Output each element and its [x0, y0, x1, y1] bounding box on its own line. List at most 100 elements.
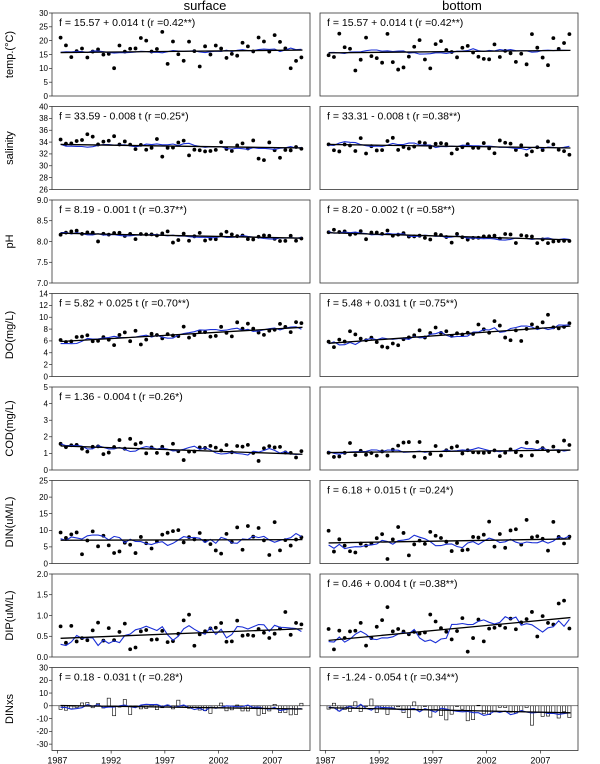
data-point — [540, 55, 545, 60]
data-bar — [106, 697, 111, 707]
data-point — [390, 60, 395, 65]
data-point — [181, 58, 186, 63]
y-axis-label: DIP(uM/L) — [4, 590, 16, 640]
data-point — [138, 440, 143, 445]
data-point — [503, 545, 508, 550]
data-point — [428, 612, 433, 617]
y-axis-label: DIN(uM/L) — [4, 497, 16, 548]
data-bar — [272, 704, 277, 707]
data-point — [497, 55, 502, 59]
data-point — [128, 647, 133, 652]
data-point — [203, 149, 207, 154]
data-point — [288, 330, 293, 335]
data-bar — [465, 705, 470, 722]
data-point — [460, 616, 465, 621]
data-point — [524, 617, 529, 622]
data-bar — [155, 705, 159, 710]
x-tick-label: 2007 — [262, 756, 282, 764]
data-point — [460, 45, 465, 50]
data-point — [235, 525, 240, 530]
data-point — [267, 553, 272, 557]
data-point — [262, 39, 266, 44]
data-bar — [535, 705, 540, 713]
data-point — [256, 526, 261, 530]
data-point — [203, 238, 207, 243]
plot-frame — [51, 386, 311, 471]
data-point — [229, 334, 234, 339]
data-point — [540, 148, 545, 153]
data-point — [444, 142, 449, 146]
data-point — [508, 141, 513, 146]
data-point — [299, 321, 304, 326]
data-point — [551, 519, 556, 524]
data-point — [58, 530, 63, 535]
data-point — [160, 629, 165, 633]
trend-line — [60, 628, 303, 639]
data-point — [530, 322, 534, 327]
y-tick-label: 15 — [39, 50, 48, 59]
data-point — [299, 622, 304, 627]
data-point — [455, 541, 459, 545]
data-point — [508, 528, 513, 533]
data-point — [256, 459, 261, 463]
trend-line — [60, 326, 303, 343]
data-point — [85, 449, 90, 454]
data-point — [348, 46, 352, 51]
data-point — [519, 339, 524, 343]
data-point — [374, 230, 379, 235]
plot-frame — [319, 573, 579, 658]
data-point — [90, 628, 95, 633]
data-point — [524, 440, 529, 445]
data-point — [513, 59, 518, 64]
data-point — [85, 638, 90, 643]
y-tick-label: 38 — [39, 114, 48, 123]
data-point — [449, 549, 454, 553]
x-tick-label: 2007 — [530, 756, 550, 764]
data-point — [96, 47, 100, 52]
data-point — [112, 66, 117, 71]
data-point — [332, 549, 336, 554]
data-point — [423, 236, 427, 240]
data-point — [122, 330, 127, 335]
data-point — [133, 328, 138, 333]
data-point — [562, 149, 566, 154]
data-point — [213, 237, 218, 242]
data-point — [272, 33, 277, 38]
data-point — [262, 630, 266, 635]
data-point — [396, 525, 401, 529]
data-point — [433, 619, 438, 624]
data-point — [374, 453, 379, 458]
y-tick-label: 0 — [44, 559, 49, 568]
data-point — [519, 233, 524, 238]
data-point — [358, 336, 363, 341]
data-point — [497, 532, 502, 536]
data-point — [385, 345, 390, 350]
data-point — [530, 32, 534, 37]
y-tick-label: 2.0 — [37, 570, 49, 579]
data-point — [262, 233, 266, 238]
data-point — [160, 532, 165, 537]
data-point — [262, 446, 266, 451]
data-point — [337, 31, 342, 36]
trend-line — [60, 538, 303, 541]
data-point — [417, 440, 422, 444]
data-point — [364, 452, 368, 457]
y-tick-label: -20 — [36, 727, 48, 736]
data-point — [208, 149, 213, 153]
regression-equation: f = -1.24 - 0.054 t (r =0.34**) — [327, 672, 458, 684]
data-point — [530, 453, 534, 458]
data-point — [546, 139, 550, 144]
trend-line — [328, 232, 571, 241]
data-point — [288, 233, 293, 238]
data-point — [497, 454, 502, 459]
data-bar — [288, 705, 293, 716]
y-tick-label: 40 — [39, 102, 48, 111]
data-point — [524, 234, 529, 238]
data-point — [197, 64, 202, 69]
data-point — [449, 151, 454, 156]
data-point — [165, 229, 170, 234]
y-tick-label: 15 — [39, 510, 48, 519]
data-point — [492, 625, 497, 630]
data-point — [455, 629, 459, 633]
x-tick-label: 2002 — [477, 756, 497, 764]
